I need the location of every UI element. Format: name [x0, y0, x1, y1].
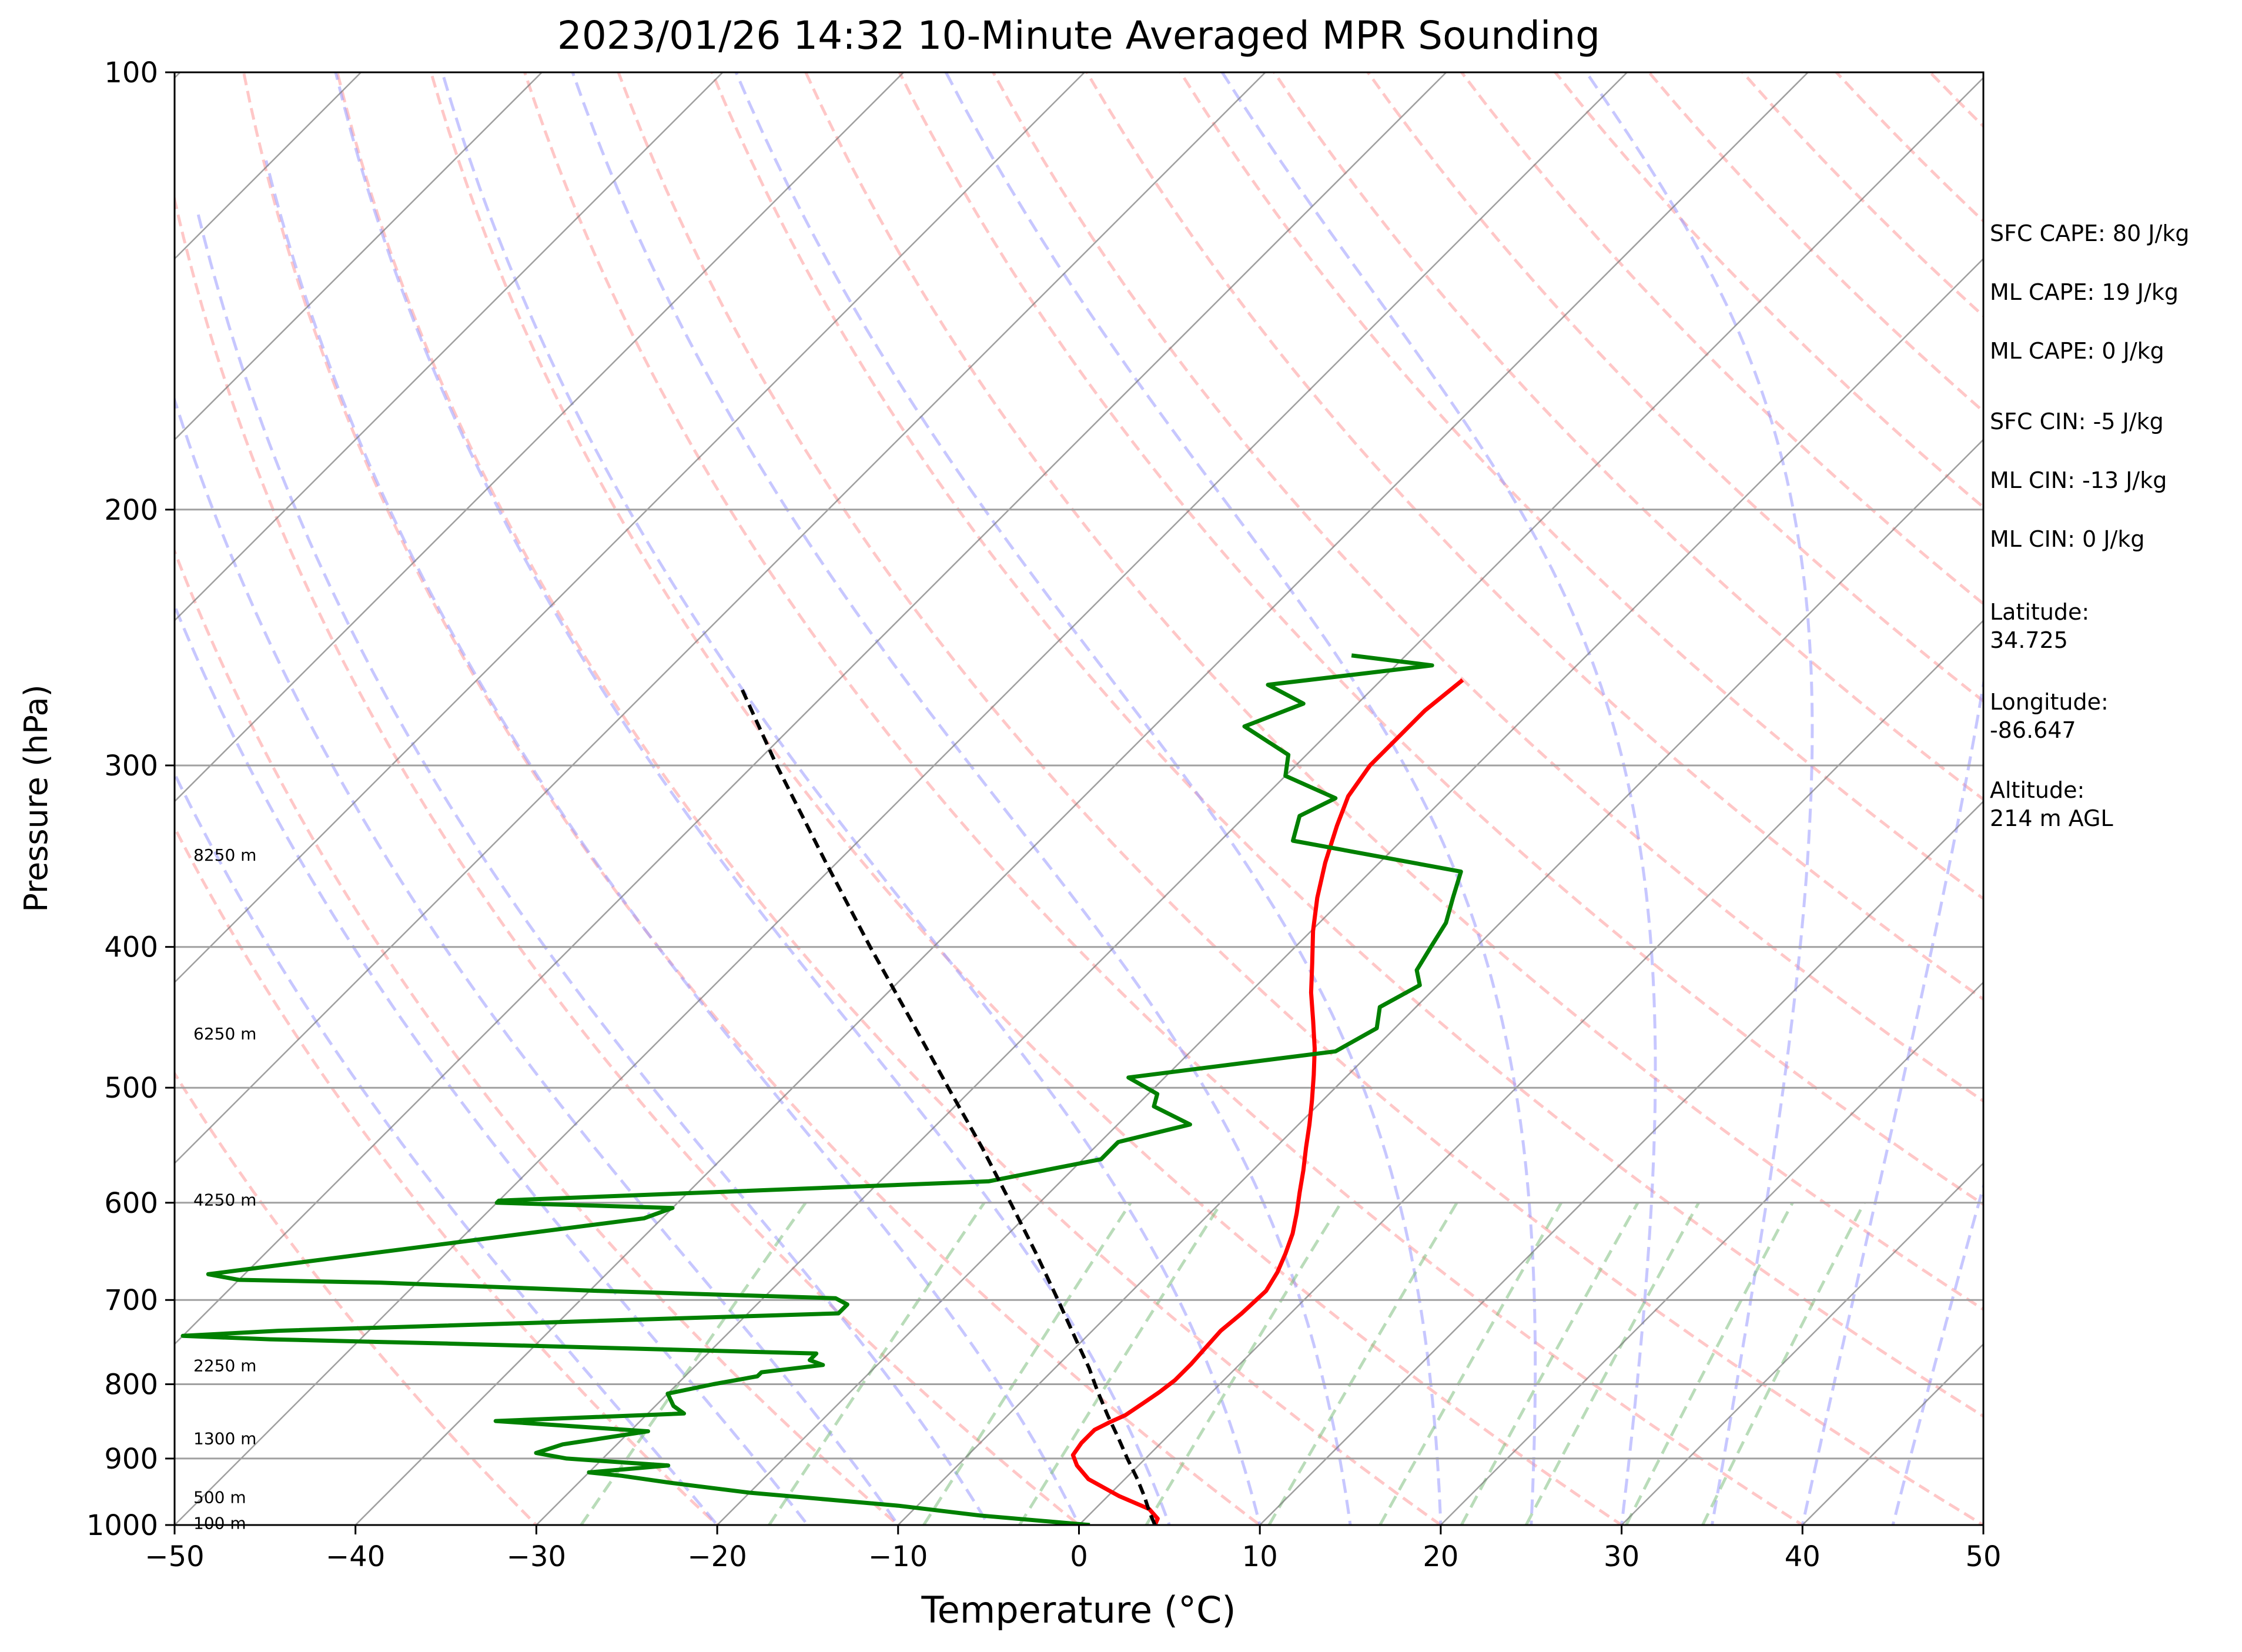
x-axis-label: Temperature (°C) [921, 1589, 1236, 1631]
dry-adiabat-line [429, 72, 1625, 1525]
y-tick-label: 400 [104, 931, 158, 964]
ml-cape-2-text: ML CAPE: 0 J/kg [1990, 338, 2164, 364]
isotherm-line [1078, 619, 1983, 1525]
isotherm-line [897, 439, 1983, 1525]
longitude-text: Longitude: -86.647 [1990, 689, 2109, 743]
ml-cin-2-text: ML CIN: 0 J/kg [1990, 526, 2145, 552]
temperature-line [1070, 678, 1464, 1525]
sfc-cin-text: SFC CIN: -5 J/kg [1990, 409, 2164, 434]
moist-adiabat-line [734, 72, 1443, 1525]
isotherm-line [175, 72, 1447, 1346]
y-tick-label: 100 [104, 56, 158, 89]
dry-adiabat-line [175, 193, 1082, 1525]
y-axis-label: Pressure (hPa) [18, 684, 55, 912]
x-tick-label: −50 [145, 1540, 204, 1573]
latitude-text: Latitude: 34.725 [1990, 599, 2090, 653]
height-label: 1300 m [193, 1429, 256, 1449]
dry-adiabat-line [175, 824, 720, 1525]
height-label: 4250 m [193, 1190, 256, 1210]
isotherm-line [175, 72, 1266, 1165]
isotherm-line [175, 72, 543, 441]
dry-adiabat-line [523, 72, 1805, 1525]
moist-adiabat-line [1891, 1181, 1983, 1525]
height-label: 500 m [193, 1488, 246, 1507]
dry-adiabat-line [710, 72, 1983, 1418]
x-tick-label: 30 [1604, 1540, 1639, 1573]
ml-cape-text: ML CAPE: 19 J/kg [1990, 279, 2179, 305]
y-tick-label: 1000 [86, 1509, 158, 1542]
moist-adiabat-line [265, 160, 1081, 1525]
x-tick-label: 0 [1070, 1540, 1088, 1573]
chart-title: 2023/01/26 14:32 10-Minute Averaged MPR … [557, 13, 1600, 58]
dry-adiabat-line [991, 72, 1983, 1103]
x-tick-label: −30 [507, 1540, 566, 1573]
x-tick-label: 20 [1423, 1540, 1458, 1573]
dry-adiabat-line [336, 72, 1444, 1525]
y-tick-label: 500 [104, 1072, 158, 1105]
dry-adiabat-line [804, 72, 1983, 1312]
moist-adiabat-line [1220, 72, 1657, 1525]
isotherm-line [175, 72, 1085, 984]
isotherm-line [1259, 800, 1983, 1525]
mixing-ratio-line [1701, 1202, 1866, 1525]
sounding-profiles [180, 653, 1464, 1525]
moist-adiabat-line [944, 72, 1537, 1525]
height-label: 2250 m [193, 1356, 256, 1376]
isotherm-line [175, 72, 724, 622]
x-tick-label: −40 [326, 1540, 385, 1573]
y-tick-label: 800 [104, 1369, 158, 1402]
isotherm-line [175, 72, 905, 802]
y-tick-label: 700 [104, 1284, 158, 1317]
isotherm-line [354, 72, 1809, 1525]
dry-adiabat-line [242, 72, 1263, 1525]
isotherm-line [1621, 1162, 1983, 1525]
parcel-line [739, 686, 1157, 1525]
x-tick-label: −10 [868, 1540, 928, 1573]
x-tick-label: 10 [1242, 1540, 1278, 1573]
mixing-ratio-line [1524, 1202, 1700, 1525]
height-label: 6250 m [193, 1024, 256, 1044]
isotherm-line [536, 76, 1983, 1525]
x-axis-ticks: −50 −40 −30 −20 −10 0 10 20 30 40 50 [145, 1525, 2002, 1573]
moist-adiabat-line [175, 770, 720, 1525]
isotherm-line [1440, 981, 1983, 1525]
x-tick-label: −20 [687, 1540, 747, 1573]
x-tick-label: 50 [1965, 1540, 2001, 1573]
y-axis-ticks: 1000 900 800 700 600 500 400 300 200 100 [86, 56, 175, 1542]
moist-adiabat-line [175, 395, 900, 1525]
moist-adiabat-line [441, 72, 1261, 1525]
y-tick-label: 200 [104, 494, 158, 527]
ml-cin-text: ML CIN: -13 J/kg [1990, 467, 2167, 493]
moist-adiabat-line [1801, 675, 1983, 1525]
dry-adiabat-line [617, 72, 1983, 1525]
moist-adiabat-line [1585, 72, 1814, 1525]
dewpoint-line [180, 653, 1463, 1525]
altitude-text: Altitude: 214 m AGL [1990, 777, 2113, 831]
dry-adiabat-line [898, 72, 1983, 1206]
moist-adiabat-line [334, 72, 1171, 1525]
dry-adiabat-line [175, 1071, 538, 1525]
height-label: 100 m [193, 1514, 246, 1533]
mixing-ratio-line [1625, 1202, 1794, 1525]
x-tick-label: 40 [1785, 1540, 1821, 1573]
dry-adiabat-line [175, 547, 901, 1525]
y-tick-label: 900 [104, 1443, 158, 1476]
isotherm-line [717, 258, 1983, 1525]
height-label: 8250 m [193, 845, 256, 865]
sfc-cape-text: SFC CAPE: 80 J/kg [1990, 220, 2190, 246]
background-reference-lines [175, 72, 1983, 1525]
y-tick-label: 600 [104, 1187, 158, 1220]
height-labels: 8250 m 6250 m 4250 m 2250 m 1300 m 500 m 100 m [193, 845, 256, 1533]
y-tick-label: 300 [104, 750, 158, 782]
